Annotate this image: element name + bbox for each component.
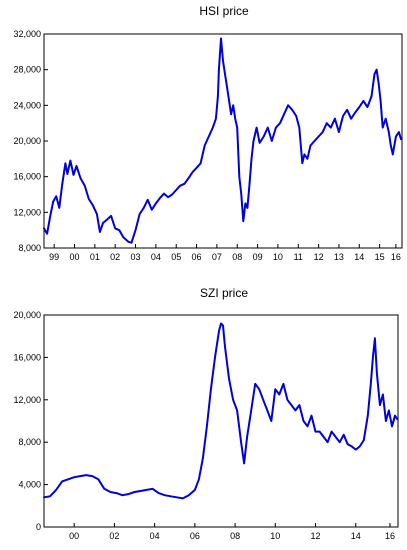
y-tick-label: 12,000 xyxy=(13,207,41,217)
hsi-chart: HSI price 8,000 12,000 16,000 20,000 24,000 2… xyxy=(13,4,403,262)
x-tick-label: 15 xyxy=(375,252,385,262)
y-tick-label: 8,000 xyxy=(18,437,41,447)
x-tick-label: 00 xyxy=(69,531,79,541)
x-tick-label: 03 xyxy=(131,252,141,262)
x-tick-label: 14 xyxy=(351,531,361,541)
x-tick-label: 10 xyxy=(273,252,283,262)
plot-frame xyxy=(43,314,399,528)
x-tick-label: 06 xyxy=(190,531,200,541)
szi-chart: SZI price 04,0008,00012,00016,00020,000 … xyxy=(13,286,399,541)
x-tick-label: 08 xyxy=(230,531,240,541)
x-tick-label: 02 xyxy=(110,252,120,262)
x-tick-label: 16 xyxy=(385,531,395,541)
y-tick-label: 28,000 xyxy=(13,65,41,75)
chart-title: SZI price xyxy=(200,286,248,300)
x-tick-label: 16 xyxy=(391,252,401,262)
x-tick-label: 12 xyxy=(314,252,324,262)
y-tick-label: 16,000 xyxy=(13,352,41,362)
x-tick-label: 00 xyxy=(70,252,80,262)
x-tick-label: 06 xyxy=(192,252,202,262)
x-tick-label: 13 xyxy=(334,252,344,262)
y-tick-label: 32,000 xyxy=(13,29,41,39)
x-tick-label: 07 xyxy=(212,252,222,262)
x-axis: 00 02 04 06 08 10 12 14 16 xyxy=(69,523,395,541)
x-axis: 99 00 01 02 03 04 05 06 07 08 09 10 11 12 13 14 15 16 xyxy=(49,244,401,262)
x-tick-label: 08 xyxy=(232,252,242,262)
chart-title: HSI price xyxy=(199,4,249,18)
x-tick-label: 11 xyxy=(294,252,303,262)
series-line xyxy=(43,37,402,244)
x-tick-label: 05 xyxy=(171,252,181,262)
x-tick-label: 09 xyxy=(253,252,263,262)
x-tick-label: 99 xyxy=(49,252,59,262)
x-tick-label: 10 xyxy=(270,531,280,541)
y-tick-label: 16,000 xyxy=(13,172,41,182)
y-tick-label: 20,000 xyxy=(13,136,41,146)
y-tick-label: 20,000 xyxy=(13,310,41,320)
y-tick-label: 8,000 xyxy=(18,243,41,253)
y-axis: 8,000 12,000 16,000 20,000 24,000 28,000 32,00… xyxy=(13,29,48,253)
x-tick-label: 02 xyxy=(109,531,119,541)
x-tick-label: 14 xyxy=(354,252,364,262)
y-tick-label: 0 xyxy=(36,522,41,532)
y-tick-label: 24,000 xyxy=(13,100,41,110)
x-tick-label: 12 xyxy=(311,531,321,541)
y-tick-label: 12,000 xyxy=(13,395,41,405)
x-tick-label: 04 xyxy=(150,531,160,541)
x-tick-label: 04 xyxy=(151,252,161,262)
series-line xyxy=(43,322,398,500)
y-tick-label: 4,000 xyxy=(18,480,41,490)
x-tick-label: 01 xyxy=(90,252,100,262)
y-axis: 0 4,000 8,000 12,000 16,000 20,000 xyxy=(13,310,48,532)
